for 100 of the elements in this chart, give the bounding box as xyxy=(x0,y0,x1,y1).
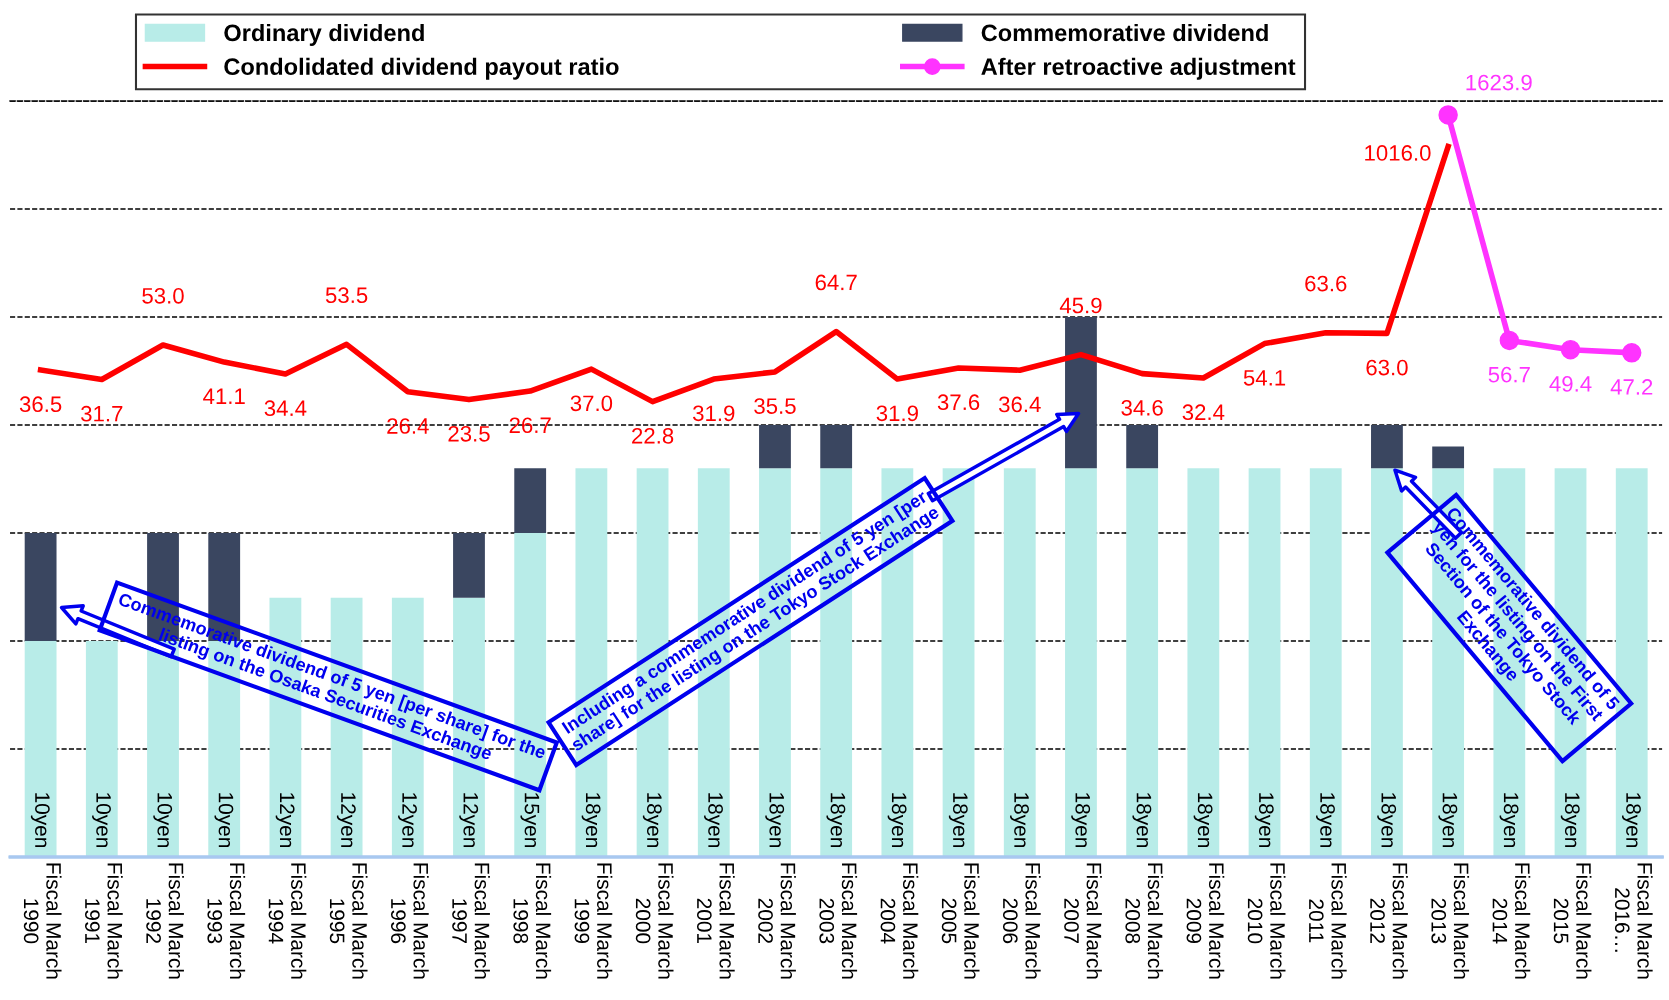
bar xyxy=(942,468,975,857)
data-label: 18yen xyxy=(1132,793,1152,848)
bar xyxy=(1003,468,1036,857)
x-tick-label: Fiscal March 1997 xyxy=(452,863,490,979)
data-label: 18yen xyxy=(1377,793,1397,848)
data-label: 18yen xyxy=(765,793,785,848)
data-label: 10yen xyxy=(214,793,234,848)
bar xyxy=(1309,468,1342,857)
x-tick-label: Fiscal March 1993 xyxy=(207,863,246,979)
x-tick-label: Fiscal March 2011 xyxy=(1308,863,1347,979)
bar xyxy=(1371,468,1403,857)
data-label: 18yen xyxy=(1071,793,1091,848)
data-label: 1623.9 xyxy=(1466,74,1532,91)
x-tick-label: Fiscal March 2016… xyxy=(1614,863,1653,979)
x-tick-label: Fiscal March 2000 xyxy=(635,863,674,979)
x-tick-label: Fiscal March 1992 xyxy=(146,863,184,979)
data-label: 32.4 xyxy=(1182,404,1225,421)
x-tick-label: Fiscal March 2004 xyxy=(880,863,919,979)
bar xyxy=(820,425,853,469)
bar xyxy=(85,641,118,857)
data-label: 18yen xyxy=(1499,793,1519,848)
data-label: 18yen xyxy=(1316,793,1335,848)
x-tick-label: Fiscal March 1998 xyxy=(513,863,552,979)
data-label: 12yen xyxy=(275,793,295,848)
bar xyxy=(24,641,57,857)
x-tick-label: Fiscal March 2010 xyxy=(1247,863,1286,979)
data-label: 18yen xyxy=(1438,793,1458,848)
x-tick-label: Fiscal March 2009 xyxy=(1186,863,1225,979)
bar xyxy=(453,533,485,598)
data-label: 18yen xyxy=(1254,793,1274,848)
data-label: 12yen xyxy=(336,793,356,848)
data-label: 18yen xyxy=(704,793,723,848)
x-tick-label: Fiscal March 2013 xyxy=(1431,863,1470,979)
data-label: 18yen xyxy=(1010,793,1029,848)
data-label: 41.1 xyxy=(203,388,245,404)
data-label: 18yen xyxy=(1560,793,1580,848)
data-label: 12yen xyxy=(398,793,417,848)
data-label: 49.4 xyxy=(1549,376,1592,392)
legend-label: Ordinary dividend xyxy=(224,23,424,46)
point xyxy=(1499,330,1520,351)
bar xyxy=(514,533,547,857)
x-tick-label: Fiscal March 2003 xyxy=(819,863,858,979)
data-label: 15yen xyxy=(520,793,540,848)
point xyxy=(1438,105,1458,125)
data-label: 10yen xyxy=(153,793,173,848)
data-label: 18yen xyxy=(581,793,601,848)
data-label: 18yen xyxy=(887,793,907,848)
legend-label: After retroactive adjustment xyxy=(981,57,1296,80)
data-label: 31.9 xyxy=(693,405,735,422)
data-label: 36.5 xyxy=(19,396,62,413)
bar xyxy=(1432,446,1465,469)
data-label: 35.5 xyxy=(754,398,796,414)
data-label: 37.0 xyxy=(570,395,613,412)
data-label: 63.6 xyxy=(1305,275,1347,292)
data-label: 45.9 xyxy=(1059,297,1102,314)
x-tick-label: Fiscal March 1994 xyxy=(268,863,307,979)
data-label: 31.7 xyxy=(81,405,123,422)
x-tick-label: Fiscal March 2006 xyxy=(1002,863,1041,979)
x-tick-label: Fiscal March 2015 xyxy=(1553,863,1592,979)
x-tick-label: Fiscal March 2008 xyxy=(1125,863,1164,979)
data-label: 23.5 xyxy=(448,425,490,442)
data-label: 18yen xyxy=(1622,793,1641,848)
data-label: 47.2 xyxy=(1610,379,1653,395)
bar xyxy=(1065,317,1097,469)
data-label: 63.0 xyxy=(1366,359,1408,376)
x-tick-label: Fiscal March 2007 xyxy=(1064,863,1102,979)
data-label: 18yen xyxy=(1193,793,1213,848)
bar xyxy=(759,425,791,469)
bar xyxy=(1126,425,1159,469)
data-label: 1016.0 xyxy=(1365,145,1431,161)
x-tick-label: Fiscal March 1996 xyxy=(390,863,429,979)
x-tick-label: Fiscal March 1995 xyxy=(329,863,368,979)
data-label: 31.9 xyxy=(876,405,918,422)
data-label: 53.0 xyxy=(142,287,184,304)
bar xyxy=(1371,425,1403,469)
legend-label: Condolidated dividend payout ratio xyxy=(224,57,619,80)
data-label: 37.6 xyxy=(937,394,980,411)
bar xyxy=(514,468,547,533)
data-label: 36.4 xyxy=(998,396,1041,413)
data-label: 18yen xyxy=(948,793,968,848)
bar xyxy=(1126,468,1159,857)
data-label: 12yen xyxy=(459,793,479,848)
data-label: 34.4 xyxy=(264,400,307,417)
data-label: 53.5 xyxy=(325,287,368,304)
data-label: 18yen xyxy=(642,793,662,848)
bar xyxy=(1065,468,1097,857)
bar xyxy=(24,533,57,641)
bar xyxy=(1187,468,1220,857)
data-label: 64.7 xyxy=(815,274,857,291)
x-tick-label: Fiscal March 2001 xyxy=(696,863,735,979)
legend-label: Commemorative dividend xyxy=(981,23,1268,42)
data-label: 56.7 xyxy=(1488,366,1530,383)
data-label: 18yen xyxy=(826,793,846,848)
x-tick-label: Fiscal March 2014 xyxy=(1492,863,1531,979)
x-tick-label: Fiscal March 2002 xyxy=(758,863,796,979)
x-tick-label: Fiscal March 1999 xyxy=(574,863,613,979)
point xyxy=(1560,339,1581,360)
x-tick-label: Fiscal March 1990 xyxy=(23,863,62,979)
data-label: 54.1 xyxy=(1243,370,1286,386)
x-tick-label: Fiscal March 1991 xyxy=(85,863,123,979)
